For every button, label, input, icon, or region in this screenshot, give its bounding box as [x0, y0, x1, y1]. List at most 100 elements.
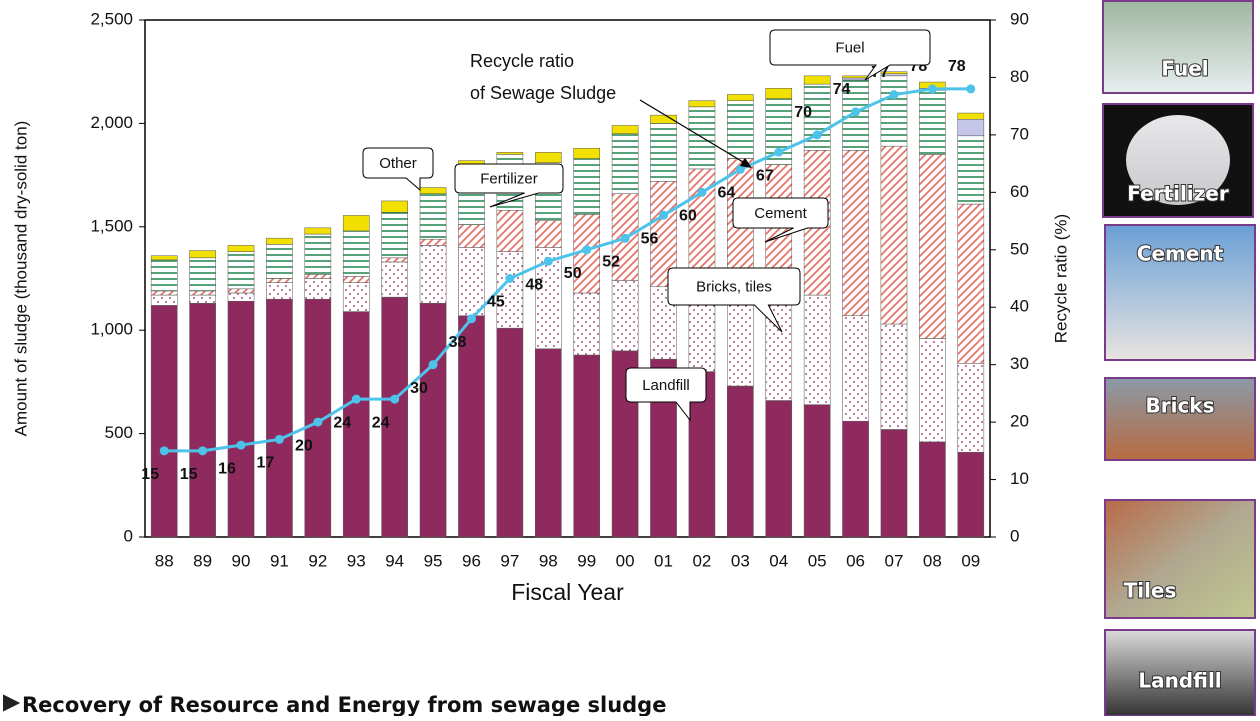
- bar-segment: [304, 274, 332, 279]
- y2-tick-label: 30: [1010, 354, 1029, 373]
- bar-segment: [957, 112, 985, 120]
- y-tick-label: 500: [105, 423, 133, 442]
- bar-segment: [227, 245, 255, 252]
- callout-box: [362, 147, 434, 192]
- bar-segment: [496, 152, 524, 155]
- data-label: 74: [833, 81, 851, 98]
- data-label: 56: [641, 231, 659, 248]
- panel-image: [1126, 115, 1230, 205]
- panel-image: [1104, 629, 1256, 717]
- x-tick-label: 96: [462, 551, 481, 570]
- x-tick-label: 02: [692, 551, 711, 570]
- x-tick-label: 93: [347, 551, 366, 570]
- ratio-point: [390, 394, 400, 404]
- panel-label: Landfill: [1138, 669, 1221, 693]
- bar-segment: [803, 294, 831, 405]
- footer-text: Recovery of Resource and Energy from sew…: [22, 693, 666, 716]
- bar-segment: [611, 133, 639, 194]
- bar-segment: [266, 244, 293, 279]
- bar-segment: [342, 282, 370, 312]
- bar-segment: [266, 282, 293, 300]
- bar-segment: [419, 187, 447, 194]
- x-tick-label: 98: [539, 551, 558, 570]
- bar-segment: [266, 278, 293, 283]
- data-label: 64: [717, 185, 735, 202]
- bar-segment: [419, 303, 447, 538]
- ratio-point: [851, 107, 861, 117]
- ratio-point: [774, 147, 784, 157]
- data-label: 45: [487, 294, 505, 311]
- bar-segment: [266, 298, 293, 538]
- panel-label: Fuel: [1161, 57, 1208, 81]
- x-tick-label: 90: [232, 551, 251, 570]
- data-label: 70: [794, 104, 812, 121]
- ratio-point: [697, 187, 707, 197]
- callout-label: Cement: [754, 205, 807, 222]
- y-tick-label: 0: [124, 526, 133, 545]
- bar-segment: [919, 338, 946, 443]
- annotation-arrowhead: [740, 158, 752, 168]
- bar-segment: [227, 300, 255, 538]
- bar-segment: [227, 288, 255, 294]
- bar-segment: [957, 119, 985, 137]
- bar-segment: [880, 75, 908, 147]
- bar-segment: [227, 251, 255, 290]
- bar-segment: [342, 215, 370, 232]
- y2-tick-label: 50: [1010, 239, 1029, 258]
- callout-label: Bricks, tiles: [696, 278, 772, 295]
- callout-box: [625, 367, 707, 422]
- bar-segment: [842, 315, 869, 422]
- bar-segment: [573, 158, 601, 215]
- callout-box: [769, 29, 931, 81]
- data-label: 16: [218, 460, 236, 477]
- panel-label: Bricks: [1145, 394, 1214, 418]
- data-label: 20: [295, 437, 313, 454]
- bar-segment: [803, 75, 831, 85]
- ratio-point: [159, 446, 169, 456]
- bar-segment: [919, 154, 946, 339]
- x-tick-label: 91: [270, 551, 289, 570]
- y2-tick-label: 70: [1010, 124, 1029, 143]
- bar-segment: [150, 290, 178, 296]
- ratio-point: [543, 256, 553, 266]
- bar-segment: [189, 303, 216, 538]
- annotation: Recycle ratio: [470, 51, 574, 71]
- ratio-point: [659, 210, 669, 220]
- bar-segment: [727, 100, 754, 159]
- side-images: [1102, 0, 1256, 717]
- x-tick-label: 08: [923, 551, 942, 570]
- y2-tick-label: 80: [1010, 67, 1029, 86]
- bar-segment: [342, 311, 370, 538]
- bar-segment: [304, 278, 332, 300]
- bar-segment: [765, 400, 793, 538]
- bar-segment: [688, 100, 716, 108]
- y2-tick-label: 40: [1010, 297, 1029, 316]
- bar-segment: [227, 292, 255, 302]
- ratio-point: [927, 84, 937, 94]
- bar-segment: [419, 245, 447, 304]
- plot-area: [144, 19, 991, 538]
- x-tick-label: 89: [193, 551, 212, 570]
- ratio-point: [735, 164, 745, 174]
- bar-segment: [304, 227, 332, 235]
- bar-segment: [150, 305, 178, 538]
- bar-segment: [842, 75, 869, 79]
- callout-label: Other: [379, 155, 417, 172]
- bar-segment: [957, 203, 985, 364]
- ratio-point: [505, 274, 515, 283]
- bar-segment: [842, 150, 869, 316]
- bar-segment: [381, 200, 408, 213]
- bar-segment: [880, 323, 908, 430]
- data-label: 15: [180, 466, 198, 483]
- x-tick-label: 88: [155, 551, 174, 570]
- y-tick-label: 1,500: [90, 216, 133, 235]
- bar-segment: [150, 255, 178, 261]
- bar-segment: [189, 257, 216, 292]
- bar-segment: [342, 230, 370, 277]
- ratio-point: [582, 245, 592, 255]
- data-label: 50: [564, 265, 582, 282]
- panel-label: Cement: [1137, 242, 1224, 266]
- x-tick-label: 06: [846, 551, 865, 570]
- data-label: 30: [410, 380, 428, 397]
- bar-segment: [534, 220, 562, 248]
